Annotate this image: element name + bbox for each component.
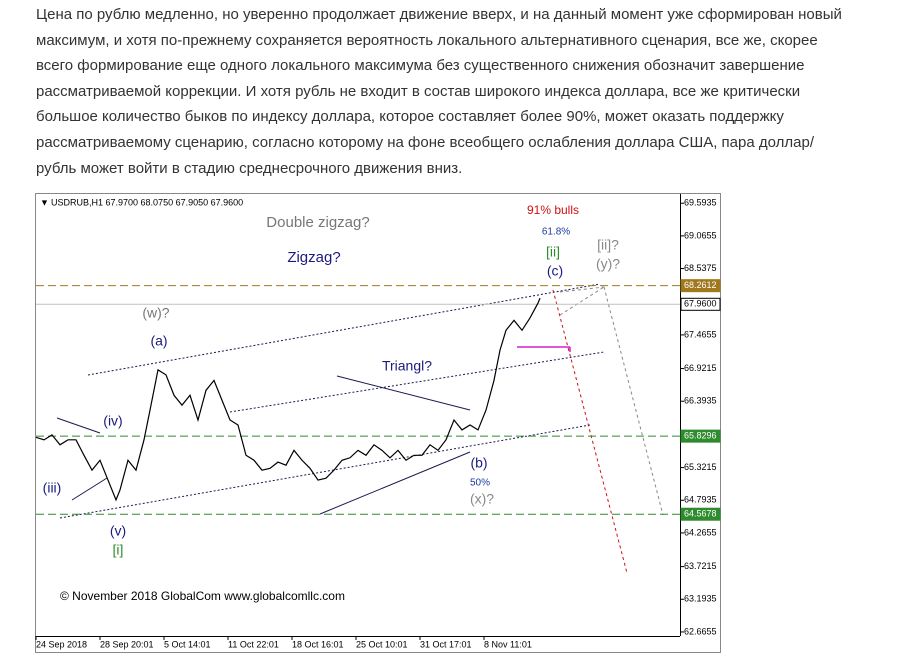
- y-tick-label: 67.4655: [684, 329, 717, 339]
- channel-line: [59, 424, 591, 519]
- annotation: [ii]: [546, 244, 560, 260]
- annotation: (v): [110, 523, 126, 539]
- y-tick-label: 69.0655: [684, 230, 717, 240]
- level-label-box: [680, 507, 721, 521]
- annotation: (a): [150, 333, 167, 349]
- projection-line: [552, 289, 628, 574]
- annotation: (iii): [43, 480, 62, 496]
- x-tick-label: 28 Sep 20:01: [100, 639, 154, 649]
- level-label: 64.5678: [684, 509, 717, 519]
- text-line: рассматриваемой коррекции. И хотя рубль …: [36, 82, 801, 100]
- annotation: Double zigzag?: [266, 214, 369, 231]
- trend-line: [336, 375, 471, 411]
- x-tick-label: 25 Oct 10:01: [356, 639, 408, 649]
- x-tick-label: 8 Nov 11:01: [484, 639, 532, 649]
- chart-frame: [35, 193, 721, 653]
- annotation: (y)?: [596, 256, 620, 272]
- y-tick-label: 68.5375: [684, 263, 717, 273]
- y-tick-label: 66.3935: [684, 396, 717, 406]
- text-line: максимум, и хотя по-прежнему сохраняется…: [36, 31, 818, 49]
- channel-line: [229, 351, 605, 413]
- annotation: 61.8%: [542, 227, 570, 238]
- annotation: 50%: [470, 478, 490, 489]
- channel-line: [87, 283, 601, 376]
- annotation: (b): [470, 455, 487, 471]
- chart-header: USDRUB,H1 67.9700 68.0750 67.9050 67.960…: [51, 197, 243, 207]
- annotation: (c): [547, 263, 563, 279]
- annotation: (x)?: [470, 491, 494, 507]
- trend-line: [56, 417, 101, 434]
- annotation: [i]: [113, 542, 124, 558]
- trend-line: [71, 477, 108, 501]
- text-line: Цена по рублю медленно, но уверенно прод…: [36, 6, 842, 23]
- y-tick-label: 64.7935: [684, 495, 717, 505]
- level-label: 65.8296: [684, 431, 717, 441]
- y-tick-label: 62.6655: [684, 626, 717, 636]
- annotation: [ii]?: [597, 237, 619, 253]
- projection-line: [559, 286, 605, 293]
- level-label: 68.2612: [684, 280, 717, 290]
- trend-line: [319, 451, 471, 515]
- y-tick-label: 63.1935: [684, 594, 717, 604]
- x-tick-label: 31 Oct 17:01: [420, 639, 472, 649]
- header-arrow: ▼: [40, 197, 49, 207]
- y-tick-label: 66.9215: [684, 363, 717, 373]
- level-label-box: [680, 279, 721, 293]
- text-line: большое количество быков по индексу долл…: [36, 108, 784, 126]
- copyright: © November 2018 GlobalCom www.globalcoml…: [60, 589, 345, 603]
- annotation: Zigzag?: [287, 249, 340, 266]
- level-label-box: [680, 429, 721, 443]
- text-line: рубль может войти в стадию среднесрочног…: [36, 159, 463, 177]
- x-tick-label: 18 Oct 16:01: [292, 639, 344, 649]
- annotation: 91% bulls: [527, 203, 579, 217]
- level-label-box: [680, 297, 721, 311]
- y-tick-label: 64.2655: [684, 527, 717, 537]
- article-text: Цена по рублю медленно, но уверенно прод…: [36, 2, 842, 181]
- annotation: (w)?: [142, 305, 169, 321]
- x-tick-label: 5 Oct 14:01: [164, 639, 211, 649]
- level-label: 67.9600: [684, 299, 717, 309]
- price-line: [35, 297, 541, 502]
- y-tick-label: 63.7215: [684, 561, 717, 571]
- annotation: (iv): [103, 413, 122, 429]
- x-tick-label: 24 Sep 2018: [36, 639, 87, 649]
- text-line: рассматриваемому сценарию, согласно кото…: [36, 133, 814, 151]
- x-tick-label: 11 Oct 22:01: [228, 639, 279, 649]
- text-line: всего формирование еще одного локального…: [36, 57, 805, 75]
- projection-line: [559, 286, 605, 316]
- y-tick-label: 69.5935: [684, 198, 717, 208]
- annotation: Triangl?: [382, 358, 432, 374]
- y-tick-label: 65.3215: [684, 462, 717, 472]
